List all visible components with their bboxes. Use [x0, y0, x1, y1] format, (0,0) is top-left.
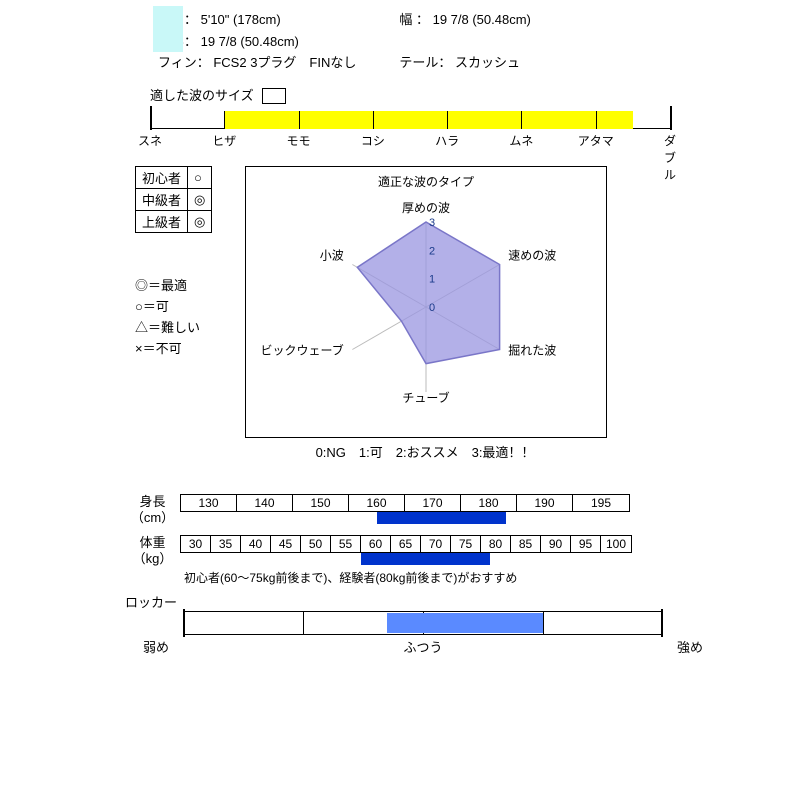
radar-scale-legend: 0:NG 1:可 2:おススメ 3:最適！！: [245, 442, 605, 461]
spec-table: 長さ： 5'10" (178cm)幅 ： 19 7/8 (50.48cm)厚み：…: [155, 8, 800, 75]
svg-text:3: 3: [429, 217, 435, 229]
svg-text:厚めの波: 厚めの波: [402, 201, 450, 215]
rocker-scale: [183, 611, 663, 635]
weight-note: 初心者(60～75kg前後まで)、経験者(80kg前後まで)がおすすめ: [184, 569, 800, 586]
wave-size-label: 適した波のサイズ: [150, 85, 800, 105]
svg-text:1: 1: [429, 274, 435, 286]
rocker-label: ロッカー: [125, 592, 800, 611]
symbol-legend: ◎＝最適○＝可△＝難しい×＝不可: [135, 276, 200, 359]
height-scale: 130140150160170180190195: [180, 494, 630, 512]
wave-size-scale: スネヒザモモコシハラムネアタマダブル: [150, 108, 670, 148]
svg-text:小波: 小波: [320, 249, 344, 263]
svg-text:ビックウェーブ: ビックウェーブ: [260, 343, 343, 358]
svg-text:チューブ: チューブ: [402, 390, 449, 405]
svg-text:0: 0: [429, 302, 435, 314]
weight-scale: 3035404550556065707580859095100: [180, 535, 632, 553]
color-swatch: [153, 6, 183, 52]
svg-text:2: 2: [429, 246, 435, 258]
svg-text:掘れた波: 掘れた波: [508, 343, 556, 358]
svg-text:速めの波: 速めの波: [508, 249, 556, 263]
weight-label: 体重（kg）: [125, 535, 180, 566]
skill-level-table: 初心者○中級者◎上級者◎: [135, 166, 212, 233]
radar-chart: 適正な波のタイプ 0123厚めの波速めの波掘れた波チューブビックウェーブ小波: [245, 166, 607, 438]
height-label: 身長（cm）: [125, 494, 180, 525]
